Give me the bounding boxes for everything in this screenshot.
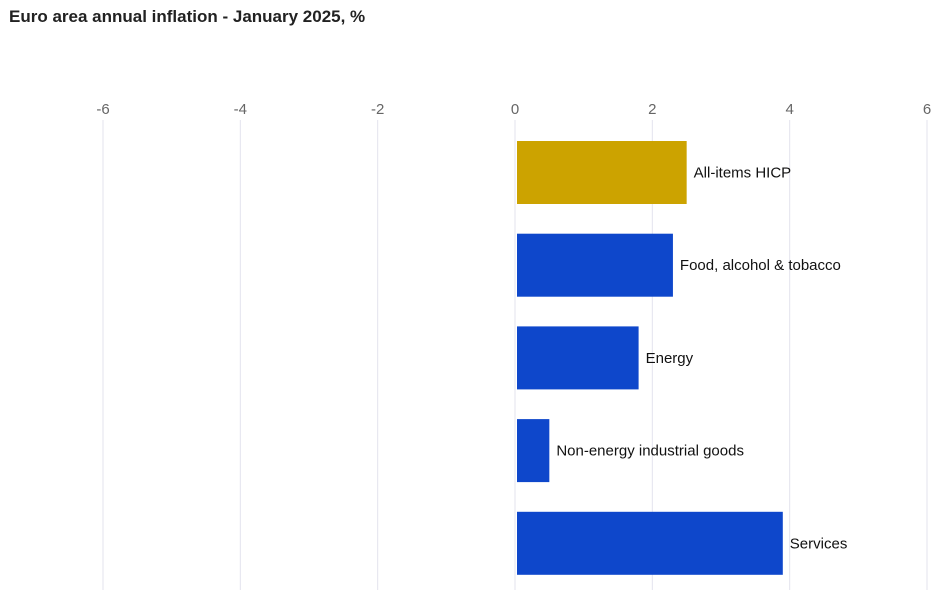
x-tick-label: 0: [511, 101, 519, 118]
chart-title: Euro area annual inflation - January 202…: [9, 7, 366, 26]
bar-category-label: Food, alcohol & tobacco: [680, 257, 841, 274]
x-tick-label: 2: [648, 101, 656, 118]
bar-category-label: Energy: [646, 350, 694, 367]
gridlines: [102, 120, 928, 590]
bar[interactable]: [517, 326, 639, 390]
x-tick-label: -6: [96, 101, 109, 118]
bar[interactable]: [517, 141, 687, 204]
bar[interactable]: [517, 419, 550, 483]
bar[interactable]: [517, 233, 673, 297]
bar-category-label: Non-energy industrial goods: [556, 443, 744, 460]
bars: [517, 141, 783, 575]
bar-labels: All-items HICP Food, alcohol & tobacco Ene…: [556, 165, 847, 553]
bar-category-label: All-items HICP: [694, 165, 792, 182]
x-axis-ticks: -6 -4 -2 0 2 4 6: [96, 101, 931, 118]
bar[interactable]: [517, 511, 783, 575]
x-tick-label: 6: [923, 101, 931, 118]
x-tick-label: -4: [234, 101, 247, 118]
bar-category-label: Services: [790, 535, 848, 552]
x-tick-label: -2: [371, 101, 384, 118]
x-tick-label: 4: [785, 101, 793, 118]
